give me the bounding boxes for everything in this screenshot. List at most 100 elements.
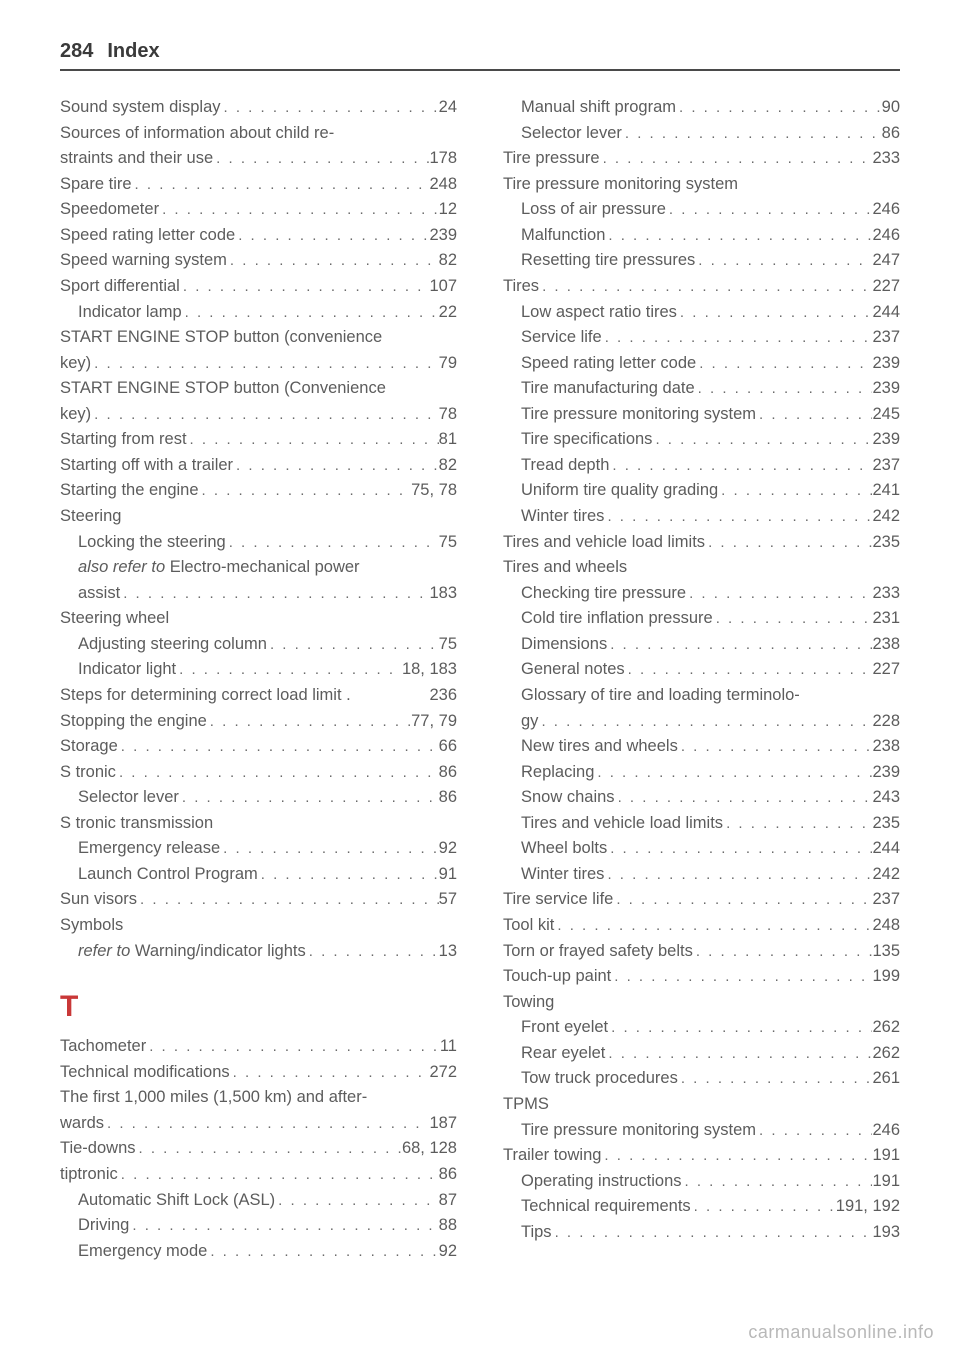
- index-entry: Tire pressure . . . . . . . . . . . . . …: [503, 146, 900, 172]
- entry-page: 247: [872, 248, 900, 274]
- leader-dots: . . . . . . . . . . . . . . . . . . . . …: [695, 377, 873, 400]
- entry-label: Winter tires: [521, 862, 604, 888]
- leader-dots: . . . . . . . . . . . . . . . . . . . . …: [104, 1112, 429, 1135]
- entry-label: Tire pressure monitoring system: [503, 172, 738, 198]
- leader-dots: . . . . . . . . . . . . . . . . . . . . …: [615, 786, 873, 809]
- entry-page: 237: [872, 887, 900, 913]
- entry-page: 235: [872, 811, 900, 837]
- leader-dots: . . . . . . . . . . . . . . . . . . . . …: [235, 224, 429, 247]
- entry-page: 244: [872, 836, 900, 862]
- leader-dots: . . . . . . . . . . . . . . . . . . . . …: [213, 147, 429, 170]
- entry-page: 193: [872, 1220, 900, 1246]
- entry-page: 233: [872, 581, 900, 607]
- leader-dots: . . . . . . . . . . . . . . . . . . . . …: [608, 1016, 872, 1039]
- index-subentry: Service life . . . . . . . . . . . . . .…: [503, 325, 900, 351]
- index-subentry: Tire manufacturing date . . . . . . . . …: [503, 376, 900, 402]
- entry-page: 86: [439, 760, 457, 786]
- entry-label: Uniform tire quality grading: [521, 478, 718, 504]
- leader-dots: . . . . . . . . . . . . . . . . . . . . …: [600, 147, 873, 170]
- index-entry: Technical modifications . . . . . . . . …: [60, 1060, 457, 1086]
- entry-label: Low aspect ratio tires: [521, 300, 677, 326]
- entry-label: key): [60, 402, 91, 428]
- entry-label: Emergency mode: [78, 1239, 207, 1265]
- index-entry: Steps for determining correct load limit…: [60, 683, 457, 709]
- leader-dots: . . . . . . . . . . . . . . . . . . . . …: [227, 249, 439, 272]
- entry-page: 239: [872, 376, 900, 402]
- entry-label: Tire pressure monitoring system: [521, 402, 756, 428]
- index-subentry: Resetting tire pressures . . . . . . . .…: [503, 248, 900, 274]
- entry-label: Loss of air pressure: [521, 197, 666, 223]
- index-subentry: Glossary of tire and loading terminolo- …: [503, 683, 900, 709]
- entry-page: 87: [439, 1188, 457, 1214]
- entry-label: key): [60, 351, 91, 377]
- index-entry: Starting the engine . . . . . . . . . . …: [60, 478, 457, 504]
- entry-page: 228: [872, 709, 900, 735]
- leader-dots: . . . . . . . . . . . . . . . . . . . . …: [652, 428, 872, 451]
- entry-page: 75, 78: [411, 478, 457, 504]
- index-subentry: Low aspect ratio tires . . . . . . . . .…: [503, 300, 900, 326]
- entry-label: refer to Warning/indicator lights: [78, 939, 306, 965]
- entry-label: Winter tires: [521, 504, 604, 530]
- leader-dots: . . . . . . . . . . . . . . . . . . . . …: [199, 479, 412, 502]
- entry-page: 11: [440, 1034, 457, 1060]
- entry-label: assist: [78, 581, 120, 607]
- index-subentry: Winter tires . . . . . . . . . . . . . .…: [503, 504, 900, 530]
- entry-page: 13: [439, 939, 457, 965]
- leader-dots: . . . . . . . . . . . . . . . . . . . . …: [538, 710, 872, 733]
- index-subentry: Speed rating letter code . . . . . . . .…: [503, 351, 900, 377]
- index-subentry: Indicator lamp . . . . . . . . . . . . .…: [60, 300, 457, 326]
- entry-label: Symbols: [60, 913, 123, 939]
- leader-dots: . . . . . . . . . . . . . . . . . . . . …: [625, 658, 873, 681]
- entry-label: Tires: [503, 274, 539, 300]
- entry-label: tiptronic: [60, 1162, 118, 1188]
- entry-page: 82: [439, 453, 457, 479]
- leader-dots: . . . . . . . . . . . . . . . . . . . . …: [180, 275, 430, 298]
- leader-dots: . . . . . . . . . . . . . . . . . . . . …: [678, 1067, 873, 1090]
- entry-label: Dimensions: [521, 632, 607, 658]
- index-subentry: Dimensions . . . . . . . . . . . . . . .…: [503, 632, 900, 658]
- leader-dots: . . . . . . . . . . . . . . . . . . . . …: [693, 940, 873, 963]
- index-entry: Storage . . . . . . . . . . . . . . . . …: [60, 734, 457, 760]
- entry-label: Torn or frayed safety belts: [503, 939, 693, 965]
- entry-page: 248: [872, 913, 900, 939]
- entry-page: 246: [872, 197, 900, 223]
- index-entry: Sound system display . . . . . . . . . .…: [60, 95, 457, 121]
- index-subentry: Tire pressure monitoring system . . . . …: [503, 402, 900, 428]
- leader-dots: . . . . . . . . . . . . . . . . . . . . …: [705, 531, 872, 554]
- index-entry: tiptronic . . . . . . . . . . . . . . . …: [60, 1162, 457, 1188]
- index-entry: Tires and vehicle load limits . . . . . …: [503, 530, 900, 556]
- leader-dots: . . . . . . . . . . . . . . . . . . . . …: [607, 837, 872, 860]
- leader-dots: . . . . . . . . . . . . . . . . . . . . …: [129, 1214, 438, 1237]
- entry-label: Stopping the engine: [60, 709, 207, 735]
- leader-dots: . . . . . . . . . . . . . . . . . . . . …: [120, 582, 429, 605]
- leader-dots: . . . . . . . . . . . . . . . . . . . . …: [604, 863, 872, 886]
- index-subentry: Tread depth . . . . . . . . . . . . . . …: [503, 453, 900, 479]
- leader-dots: . . . . . . . . . . . . . . . . . . . . …: [539, 275, 872, 298]
- entry-page: 236: [429, 683, 457, 709]
- leader-dots: . . . . . . . . . . . . . . . . . . . . …: [552, 1221, 873, 1244]
- index-subentry: Manual shift program . . . . . . . . . .…: [503, 95, 900, 121]
- entry-label: Tires and vehicle load limits: [503, 530, 705, 556]
- index-entry: Tie-downs . . . . . . . . . . . . . . . …: [60, 1136, 457, 1162]
- index-entry: Touch-up paint . . . . . . . . . . . . .…: [503, 964, 900, 990]
- entry-label: Automatic Shift Lock (ASL): [78, 1188, 275, 1214]
- entry-page: 237: [872, 453, 900, 479]
- index-entry: Steering wheel . . . . . . . . . . . . .…: [60, 606, 457, 632]
- section-letter: T: [60, 990, 457, 1024]
- index-subentry: gy . . . . . . . . . . . . . . . . . . .…: [503, 709, 900, 735]
- entry-label: Selector lever: [521, 121, 622, 147]
- leader-dots: . . . . . . . . . . . . . . . . . . . . …: [682, 1170, 873, 1193]
- entry-page: 24: [439, 95, 457, 121]
- entry-page: 22: [439, 300, 457, 326]
- leader-dots: . . . . . . . . . . . . . . . . . . . . …: [756, 1119, 872, 1142]
- index-subentry: Replacing . . . . . . . . . . . . . . . …: [503, 760, 900, 786]
- index-entry: Stopping the engine . . . . . . . . . . …: [60, 709, 457, 735]
- index-entry: Sport differential . . . . . . . . . . .…: [60, 274, 457, 300]
- leader-dots: . . . . . . . . . . . . . . . . . . . . …: [137, 888, 439, 911]
- entry-label: Spare tire: [60, 172, 132, 198]
- entry-page: 75: [439, 632, 457, 658]
- leader-dots: . . . . . . . . . . . . . . . . . . . . …: [695, 249, 872, 272]
- entry-page: 187: [429, 1111, 457, 1137]
- entry-label: S tronic: [60, 760, 116, 786]
- index-entry: START ENGINE STOP button (Convenience . …: [60, 376, 457, 402]
